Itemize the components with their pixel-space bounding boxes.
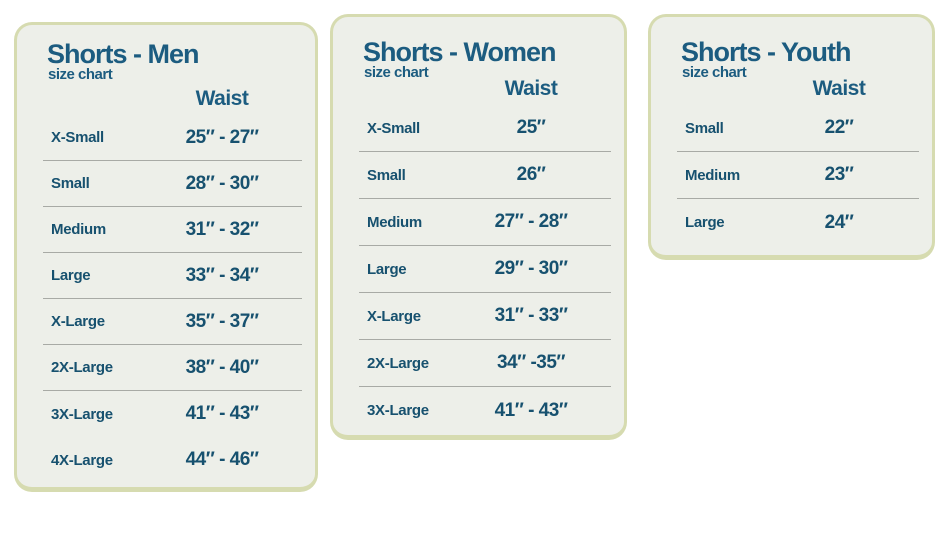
youth-size-chart-card: Shorts - Youth size chart Waist Small 22…: [648, 14, 935, 260]
size-label: Small: [367, 166, 406, 184]
size-label: 4X-Large: [51, 451, 113, 469]
size-label: X-Large: [367, 307, 421, 325]
size-label: Large: [367, 260, 407, 278]
waist-value: 33″ - 34″: [185, 264, 259, 286]
waist-value: 38″ - 40″: [185, 356, 259, 378]
table-row: 2X-Large 34″ -35″: [359, 340, 611, 387]
size-label: 3X-Large: [51, 405, 113, 423]
waist-value: 31″ - 33″: [494, 305, 568, 326]
table-row: 4X-Large 44″ - 46″: [43, 437, 302, 483]
table-row: Small 26″: [359, 152, 611, 199]
waist-value: 26″: [516, 164, 546, 185]
waist-value: 22″: [824, 117, 854, 138]
waist-value: 25″: [516, 117, 546, 138]
table-row: Large 29″ - 30″: [359, 246, 611, 293]
table-row: X-Small 25″: [359, 105, 611, 152]
table-row: Small 28″ - 30″: [43, 161, 302, 207]
column-header-row: Waist: [677, 77, 919, 105]
table-row: Medium 31″ - 32″: [43, 207, 302, 253]
waist-column-header: Waist: [812, 77, 866, 100]
waist-value: 24″: [824, 211, 854, 233]
column-header-row: Waist: [359, 77, 611, 105]
waist-value: 27″ - 28″: [494, 211, 568, 232]
size-label: Medium: [685, 166, 740, 184]
card-subtitle: size chart: [682, 64, 747, 81]
table-row: X-Large 35″ - 37″: [43, 299, 302, 345]
table-row: 3X-Large 41″ - 43″: [359, 387, 611, 434]
card-subtitle: size chart: [48, 66, 113, 83]
waist-value: 23″: [824, 164, 854, 185]
card-subtitle: size chart: [364, 64, 429, 81]
size-label: 3X-Large: [367, 402, 429, 419]
waist-value: 44″ - 46″: [185, 449, 259, 470]
table-row: Medium 27″ - 28″: [359, 199, 611, 246]
size-label: Small: [51, 175, 90, 192]
card-title: Shorts - Women: [363, 37, 557, 67]
table-row: Large 24″: [677, 199, 919, 246]
card-title: Shorts - Youth: [681, 37, 852, 67]
size-label: Large: [685, 214, 725, 231]
size-label: Small: [685, 119, 724, 137]
waist-value: 31″ - 32″: [185, 218, 259, 240]
waist-value: 41″ - 43″: [494, 399, 568, 421]
waist-column-header: Waist: [195, 87, 249, 110]
waist-value: 29″ - 30″: [494, 258, 568, 279]
column-header-row: Waist: [43, 83, 302, 115]
table-row: X-Small 25″ - 27″: [43, 115, 302, 161]
waist-value: 35″ - 37″: [185, 310, 259, 332]
table-row: X-Large 31″ - 33″: [359, 293, 611, 340]
table-row: Medium 23″: [677, 152, 919, 199]
waist-column-header: Waist: [504, 77, 558, 100]
size-label: 2X-Large: [51, 359, 113, 376]
card-title: Shorts - Men: [47, 39, 200, 69]
men-size-chart-card: Shorts - Men size chart Waist X-Small 25…: [14, 22, 318, 492]
table-row: Large 33″ - 34″: [43, 253, 302, 299]
size-label: X-Small: [367, 119, 420, 137]
table-row: Small 22″: [677, 105, 919, 152]
size-label: Medium: [367, 213, 422, 231]
table-row: 2X-Large 38″ - 40″: [43, 345, 302, 391]
size-label: Large: [51, 267, 91, 284]
waist-value: 25″ - 27″: [185, 126, 259, 148]
size-label: 2X-Large: [367, 354, 429, 372]
size-label: X-Large: [51, 313, 105, 330]
waist-value: 28″ - 30″: [185, 172, 259, 194]
waist-value: 41″ - 43″: [185, 403, 259, 424]
women-size-chart-card: Shorts - Women size chart Waist X-Small …: [330, 14, 627, 440]
size-label: X-Small: [51, 129, 104, 146]
waist-value: 34″ -35″: [496, 352, 566, 373]
size-label: Medium: [51, 221, 106, 238]
table-row: 3X-Large 41″ - 43″: [43, 391, 302, 437]
